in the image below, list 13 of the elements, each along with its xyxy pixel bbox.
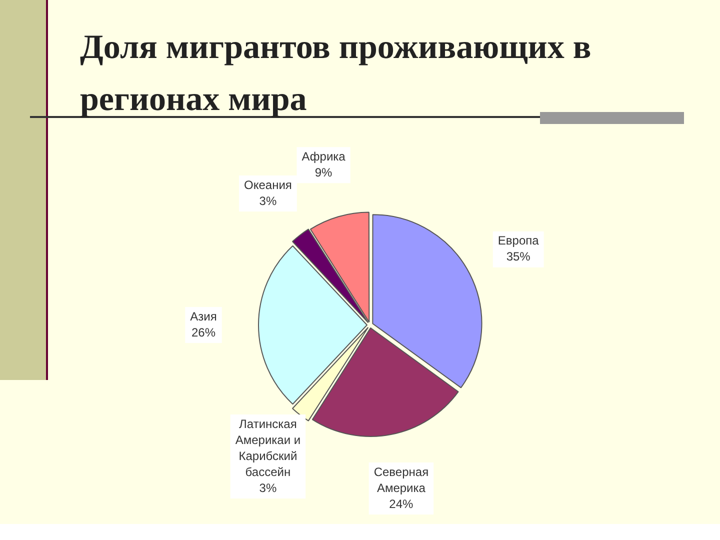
slice-label: Океания	[244, 178, 292, 192]
slice-label: Северная Америка	[374, 464, 429, 495]
data-label: 3%	[259, 194, 277, 208]
slice-label: Латинская Америкаи и Карибский бассейн	[235, 416, 301, 479]
data-label: 9%	[314, 165, 333, 180]
slice-label: Европа	[498, 234, 540, 248]
chart-title: Доля мигрантов проживающих в регионах мира	[80, 28, 592, 120]
data-label: 35%	[506, 250, 531, 264]
slice-label: Азия	[190, 309, 217, 324]
data-label: 3%	[259, 480, 277, 495]
slice-label: Африка	[302, 149, 346, 164]
data-label: 24%	[389, 496, 414, 511]
data-label: 26%	[191, 325, 216, 340]
